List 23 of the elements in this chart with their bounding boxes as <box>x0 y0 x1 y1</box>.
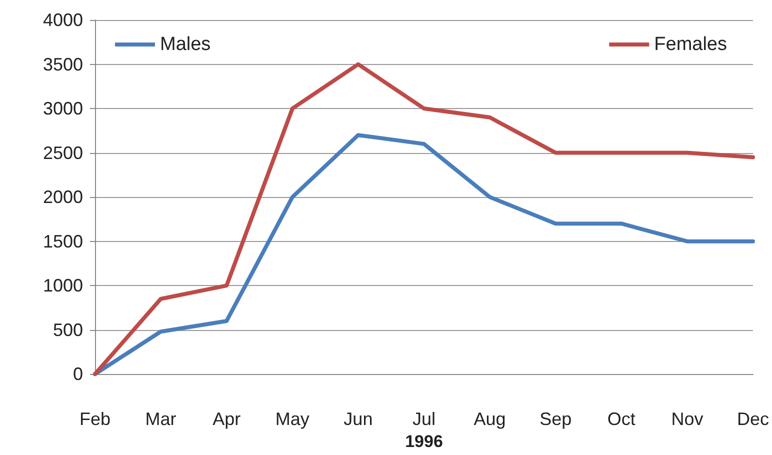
y-tick-label: 500 <box>52 320 83 340</box>
x-tick-label: Jun <box>344 409 373 430</box>
legend-label: Males <box>160 34 211 55</box>
y-tick-label: 4000 <box>42 10 83 30</box>
y-tick-label: 2500 <box>42 142 83 163</box>
y-tick-label: 3000 <box>42 98 83 119</box>
x-tick-label: Apr <box>212 409 241 430</box>
y-tick-label: 1500 <box>42 231 83 252</box>
x-tick-label: Oct <box>607 409 636 430</box>
x-tick-label: Jul <box>412 409 436 430</box>
legend-label: Females <box>654 34 728 55</box>
x-tick-label: Mar <box>145 409 176 430</box>
x-tick-label: May <box>275 409 310 430</box>
y-tick-label: 3500 <box>42 54 83 74</box>
x-tick-label: Dec <box>736 409 770 430</box>
x-tick-label: Sep <box>540 409 572 430</box>
y-tick-label: 1000 <box>42 276 83 296</box>
y-tick-label: 2000 <box>42 187 83 208</box>
x-tick-label: Nov <box>671 409 704 430</box>
x-tick-label: Feb <box>79 409 111 430</box>
x-tick-label: Aug <box>474 409 506 430</box>
x-axis-title: 1996 <box>405 432 443 451</box>
y-tick-label: 0 <box>72 364 83 384</box>
